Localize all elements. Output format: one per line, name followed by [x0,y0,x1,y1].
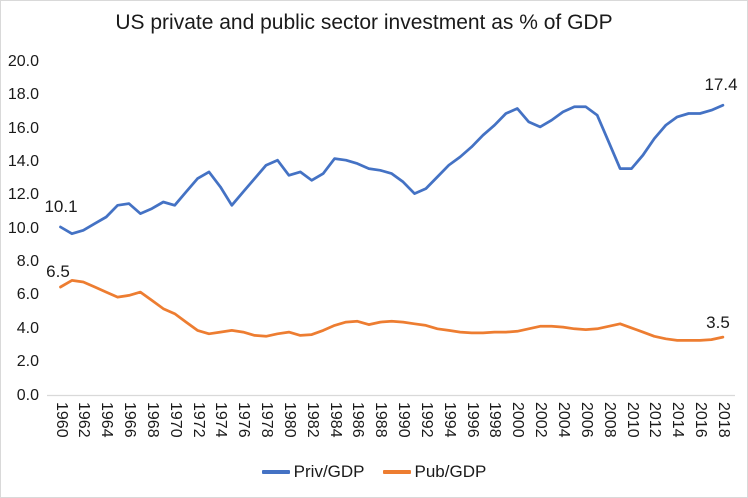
y-axis-label: 16.0 [7,119,39,137]
y-axis-label: 8.0 [16,253,39,271]
priv-end-value-label: 17.4 [704,75,738,94]
y-axis-label: 4.0 [16,319,39,337]
y-axis-label: 18.0 [7,86,39,104]
y-axis-label: 0.0 [16,386,39,404]
chart-title: US private and public sector investment … [115,11,613,34]
y-axis-label: 12.0 [7,186,39,204]
legend: Priv/GDP Pub/GDP [1,462,747,482]
legend-label-pub-gdp: Pub/GDP [414,462,487,481]
legend-item-priv-gdp: Priv/GDP [261,462,365,482]
priv-start-value-label: 10.1 [44,197,78,216]
y-axis-label: 10.0 [7,219,39,237]
legend-item-pub-gdp: Pub/GDP [382,462,487,482]
priv-gdp-line-swatch-icon [261,470,290,474]
pub-start-value-label: 6.5 [46,262,70,281]
pub-end-value-label: 3.5 [706,313,730,332]
y-axis-label: 6.0 [16,286,39,304]
pub-gdp-line [59,279,725,342]
y-axis-label: 14.0 [7,152,39,170]
y-axis-label: 20.0 [7,52,39,70]
pub-gdp-line-swatch-icon [382,470,411,474]
priv-gdp-line [59,103,725,236]
y-axis-label: 2.0 [16,353,39,371]
legend-label-priv-gdp: Priv/GDP [293,462,365,481]
